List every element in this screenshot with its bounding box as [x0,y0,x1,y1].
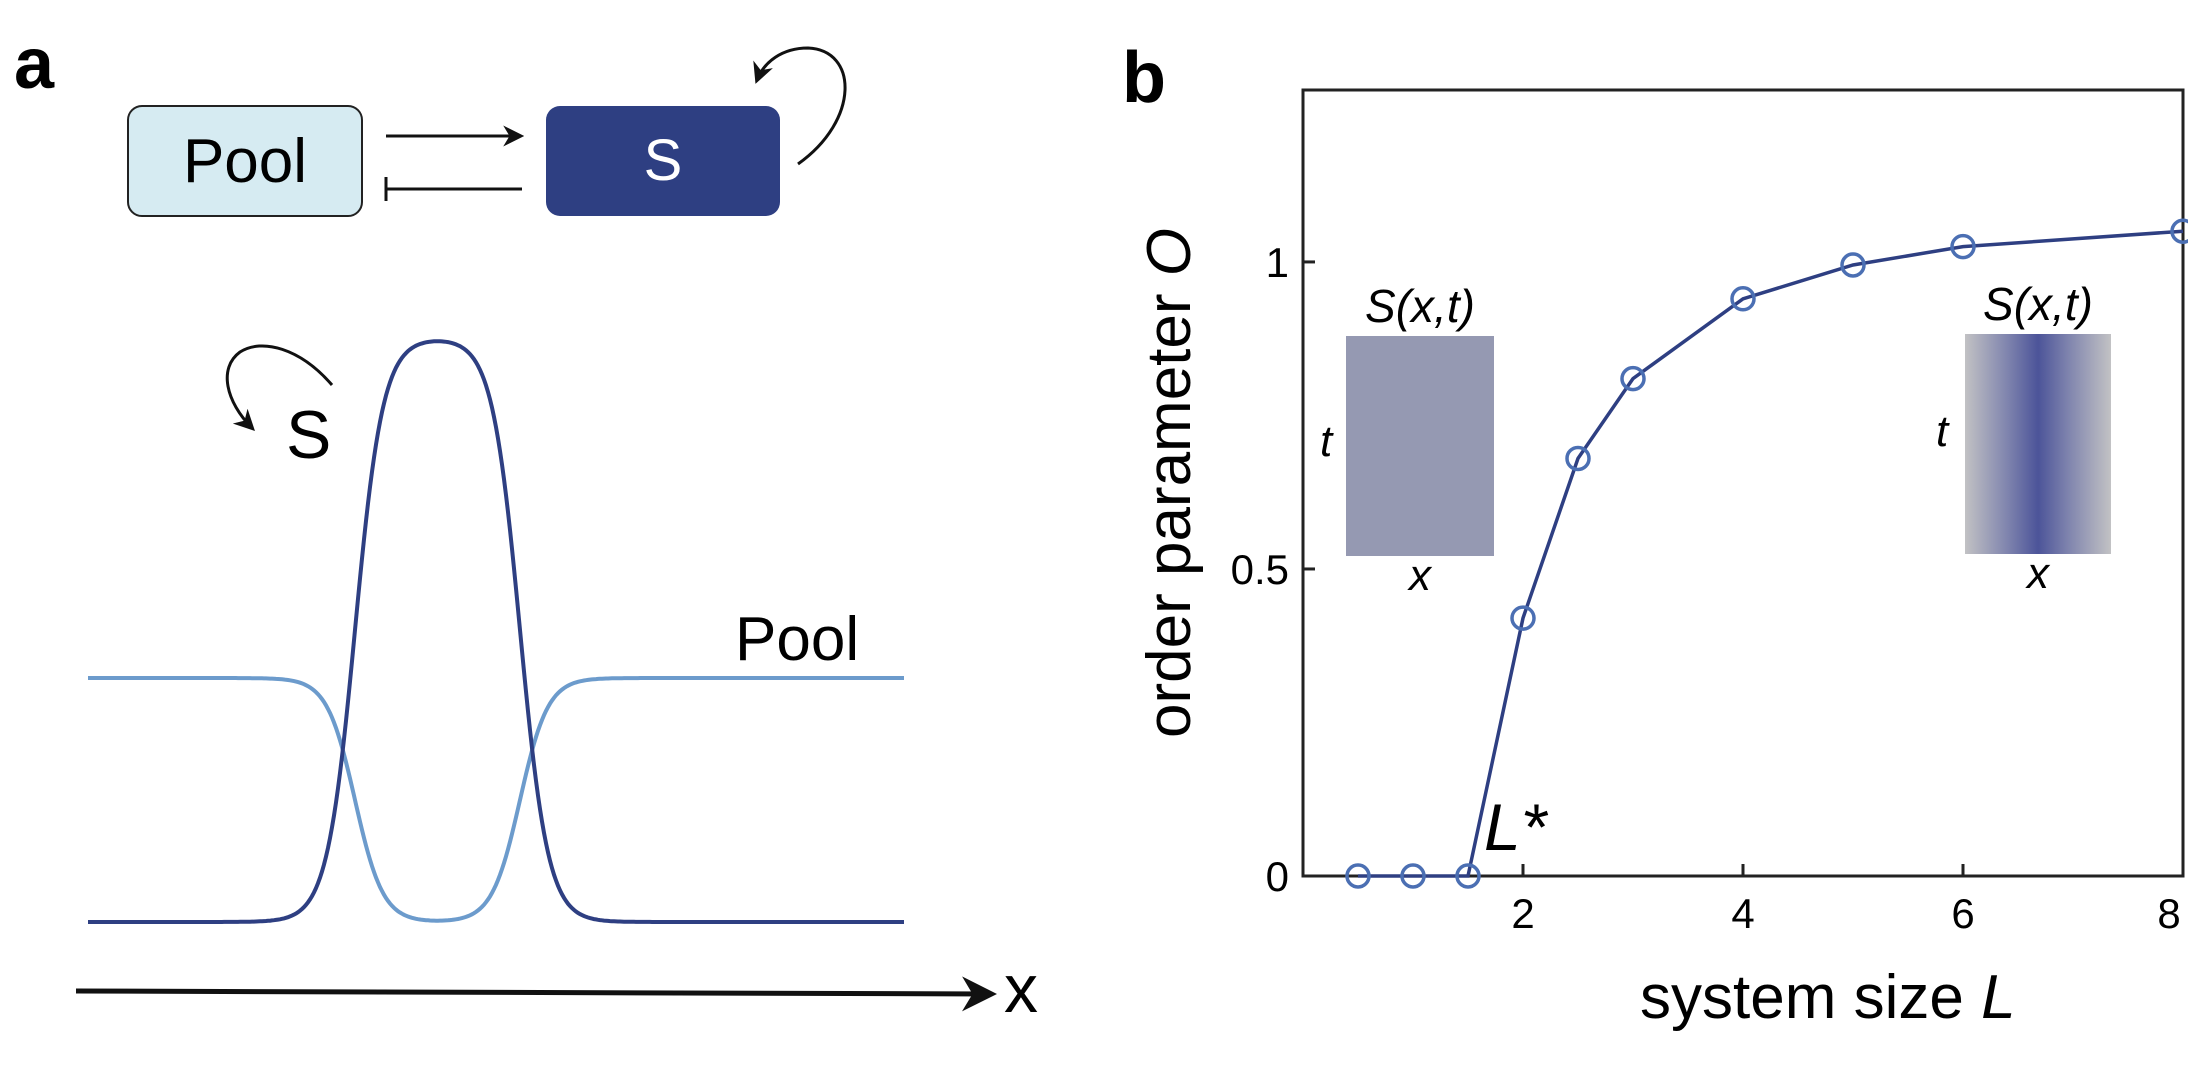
panel-a: a Pool S S Pool x [14,24,1038,1027]
data-point-marker [1950,233,1976,260]
inset-left-y-label: t [1320,417,1334,466]
inset-left-x-label: x [1407,551,1433,600]
data-point-marker [1730,286,1756,312]
x-axis-label: x [1004,951,1038,1027]
panel-b: b 2 4 6 8 0 0.5 1 system size L order paramete… [1122,38,2188,1032]
order-parameter-line [1358,229,2184,878]
axis-ticks: 2 4 6 8 0 0.5 1 [1231,239,2185,937]
pool-box [127,105,363,217]
data-point-marker [1620,365,1646,392]
data-markers [1345,218,2188,889]
x-axis-arrow [75,976,997,1012]
s-self-activation-arrow [225,344,334,431]
y-tick-label: 0 [1266,853,1289,900]
data-point-marker [2170,218,2188,244]
pool-box-label: Pool [183,127,307,196]
inset-right-x-label: x [2025,549,2051,598]
pool-profile-label: Pool [735,605,859,674]
inset-left-title: S(x,t) [1365,280,1475,332]
inset-right-image [1965,334,2111,554]
inset-right: S(x,t) x t [1936,278,2111,598]
data-point-marker [1565,445,1591,472]
y-axis-title: order parameter O [1135,228,1204,738]
panel-a-label: a [14,24,55,104]
x-tick-label: 6 [1951,890,1974,937]
y-tick-label: 1 [1266,239,1289,286]
x-tick-label: 8 [2157,890,2180,937]
data-point-marker [1510,605,1536,631]
data-point-marker [1400,863,1426,889]
data-point-marker [1345,863,1371,889]
inset-right-title: S(x,t) [1983,278,2093,330]
y-tick-label: 0.5 [1231,546,1289,593]
s-box-label: S [644,128,683,193]
threshold-label: L* [1484,790,1549,864]
x-tick-label: 2 [1511,890,1534,937]
data-point-marker [1840,252,1866,278]
inset-right-y-label: t [1936,407,1950,456]
s-box [546,106,780,216]
pool-profile-curve [88,676,904,923]
self-activation-arrow [753,46,847,166]
inset-left: S(x,t) x t [1320,280,1494,600]
inset-left-image [1346,336,1494,556]
x-tick-label: 4 [1731,890,1754,937]
x-axis-title: system size L [1640,963,2016,1032]
s-profile-label: S [286,397,331,473]
s-profile-curve [88,339,904,924]
data-point-marker [1455,863,1481,889]
panel-b-label: b [1122,38,1166,118]
